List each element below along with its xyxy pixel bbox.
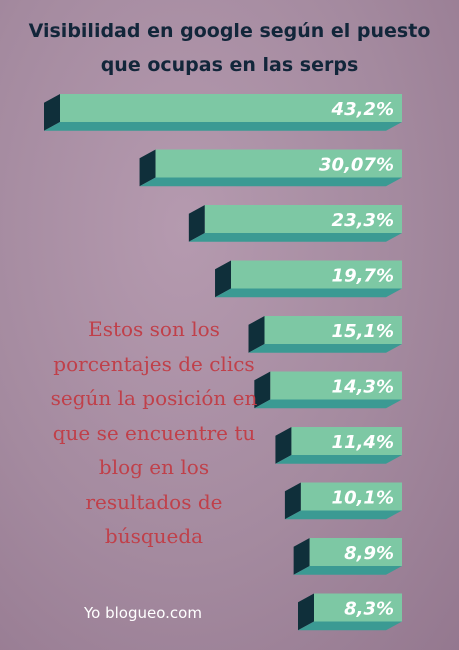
bar-label-6: 14,3%	[332, 377, 394, 398]
bar-front-10	[314, 593, 402, 622]
bar-bottom-4	[215, 288, 402, 298]
bar-bottom-1	[44, 122, 402, 131]
bar-bottom-3	[188, 233, 402, 242]
chart-title-line-2: que ocupas en las serps	[100, 54, 359, 76]
bar-5: 15,1%	[248, 316, 402, 353]
bar-label-5: 15,1%	[332, 321, 394, 342]
bar-bottom-10	[298, 621, 402, 631]
bar-label-2: 30,07%	[319, 155, 394, 176]
bar-front-4	[231, 260, 402, 289]
chart-title-line-1: Visibilidad en google según el puesto	[28, 20, 431, 42]
bar-6: 14,3%	[254, 371, 402, 409]
bar-label-10: 8,3%	[344, 599, 394, 620]
bar-front-9	[309, 538, 402, 566]
bar-bottom-5	[248, 344, 402, 353]
bar-side-1	[44, 94, 60, 131]
bar-bottom-7	[275, 455, 402, 464]
annotation-line-5: blog en los	[98, 455, 210, 479]
annotation-line-3: según la posición en	[50, 386, 258, 410]
bar-bottom-6	[254, 399, 402, 409]
annotation-line-2: porcentajes de clics	[53, 351, 255, 376]
bar-7: 11,4%	[275, 427, 402, 464]
bar-side-3	[188, 205, 205, 242]
annotation-text: Estos son los porcentajes de clics según…	[38, 312, 270, 554]
bar-bottom-2	[139, 177, 402, 187]
bar-side-9	[293, 538, 310, 575]
bar-2: 30,07%	[139, 149, 402, 187]
bar-side-6	[254, 371, 271, 409]
bar-label-1: 43,2%	[331, 99, 394, 120]
bar-9: 8,9%	[293, 538, 402, 575]
bar-4: 19,7%	[215, 260, 402, 298]
bar-front-6	[270, 371, 402, 400]
bar-1: 43,2%	[44, 94, 402, 131]
bar-8: 10,1%	[284, 482, 402, 520]
bar-front-8	[300, 482, 402, 511]
bar-front-5	[264, 316, 402, 344]
bar-front-3	[204, 205, 402, 233]
bar-bottom-9	[293, 566, 402, 575]
bar-side-7	[275, 427, 292, 464]
bar-side-4	[215, 260, 232, 298]
bar-label-7: 11,4%	[332, 432, 394, 453]
bar-side-5	[248, 316, 265, 353]
bar-10: 8,3%	[298, 593, 402, 631]
bar-label-8: 10,1%	[332, 488, 394, 509]
bar-front-2	[155, 149, 402, 178]
bar-side-10	[298, 593, 314, 631]
annotation-line-6: resultados de	[85, 489, 223, 514]
annotation-line-4: que se encuentre tu	[52, 420, 256, 445]
bar-front-7	[291, 427, 402, 455]
chart-title: Visibilidad en google según el puesto qu…	[0, 14, 459, 82]
bar-label-3: 23,3%	[332, 210, 394, 231]
brand-footer: Yo blogueo.com	[84, 604, 202, 622]
bar-side-2	[139, 149, 156, 187]
bar-front-1	[60, 94, 402, 122]
bar-label-9: 8,9%	[344, 543, 394, 564]
bar-side-8	[284, 482, 301, 520]
bar-bottom-8	[284, 510, 402, 520]
annotation-line-7: búsqueda	[104, 524, 204, 548]
annotation-line-1: Estos son los	[88, 317, 220, 341]
bar-label-4: 19,7%	[332, 266, 394, 287]
bar-3: 23,3%	[188, 205, 402, 242]
